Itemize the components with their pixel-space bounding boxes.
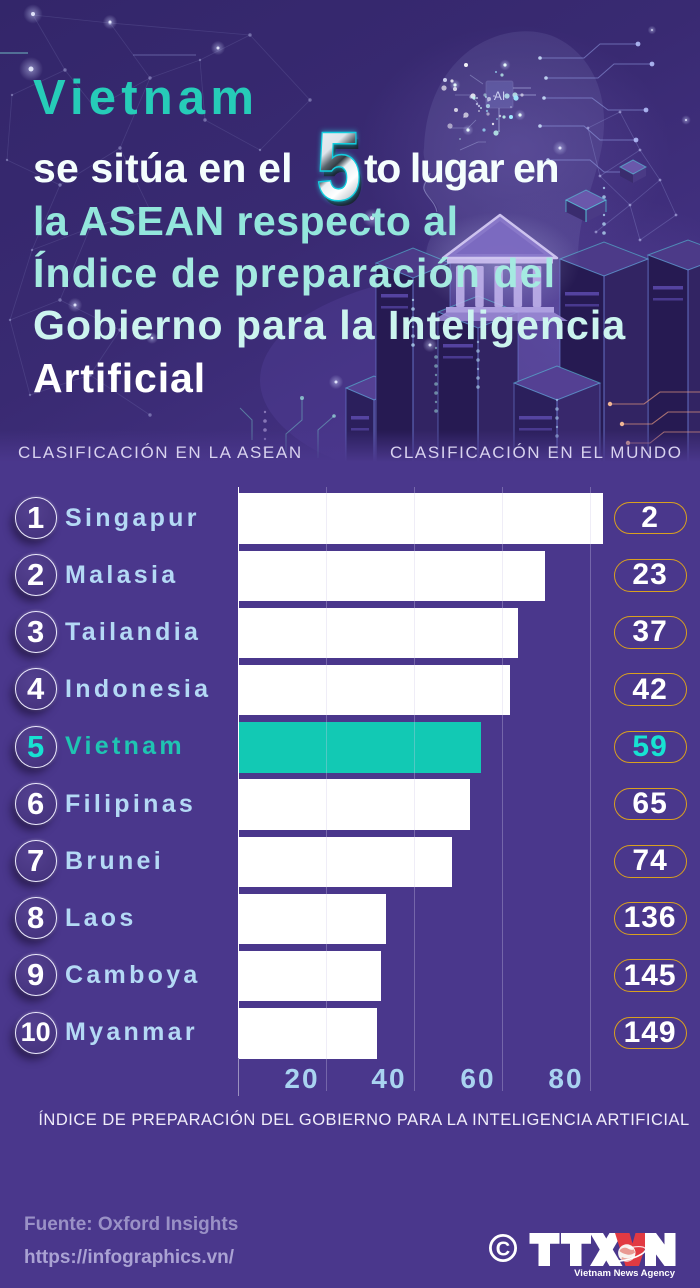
svg-text:C: C [496,1239,510,1261]
svg-text:5: 5 [320,120,364,226]
svg-text:AI: AI [494,89,505,103]
svg-text:5: 5 [317,120,361,220]
svg-text:Vietnam News Agency: Vietnam News Agency [574,1268,676,1279]
